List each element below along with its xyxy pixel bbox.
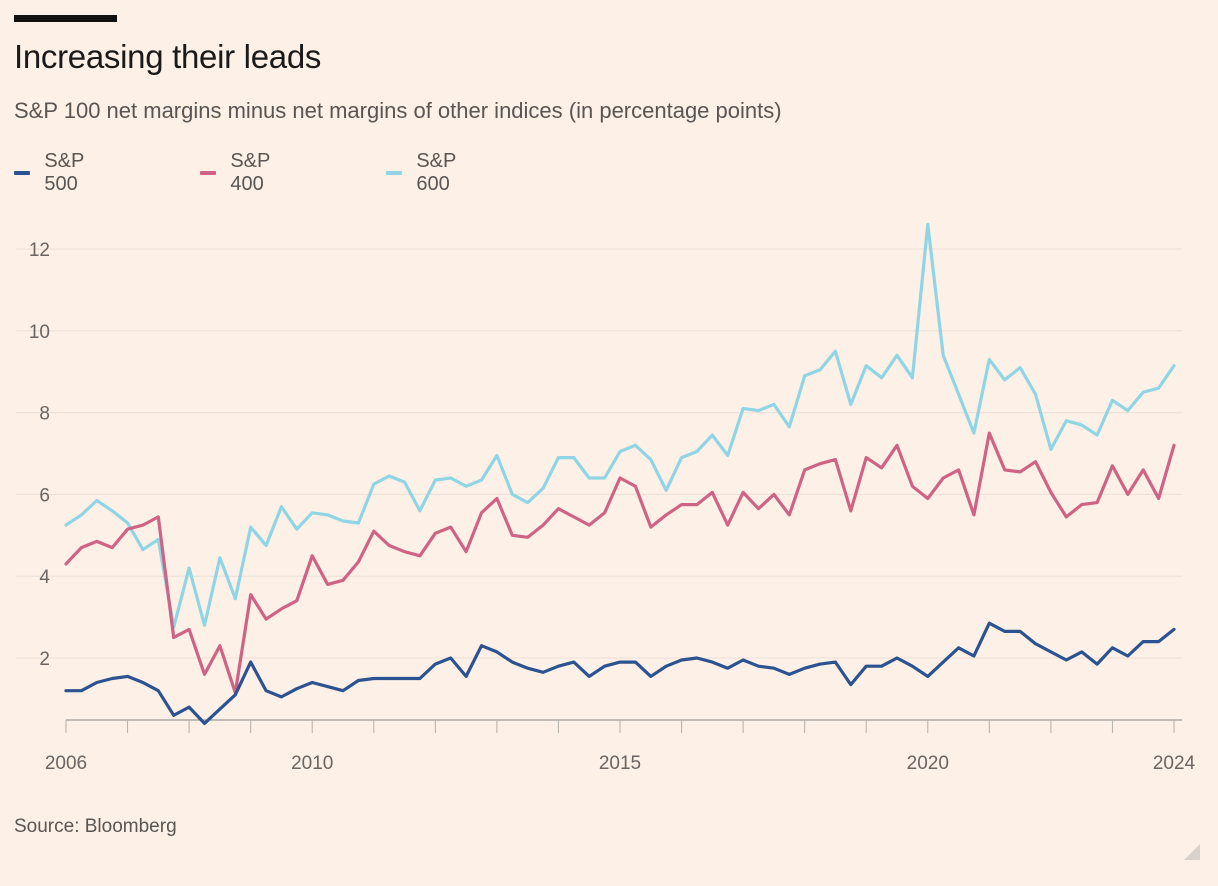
x-tick-label-2006: 2006 <box>45 753 87 774</box>
x-tick-label-2024: 2024 <box>1153 753 1196 774</box>
series-line-s-p-500 <box>64 621 1176 726</box>
y-tick-label-8: 8 <box>39 404 50 425</box>
x-tick-label-2020: 2020 <box>907 753 949 774</box>
legend-label-sp600: S&P 600 <box>416 150 456 195</box>
source-note: Source: Bloomberg <box>14 816 177 837</box>
legend-swatch-sp500 <box>14 171 31 175</box>
legend-label-sp400: S&P 400 <box>230 150 270 195</box>
series-line-s-p-600 <box>64 222 1176 629</box>
chart-subtitle: S&P 100 net margins minus net margins of… <box>14 98 782 123</box>
chart-title: Increasing their leads <box>14 38 322 75</box>
legend-swatch-sp400 <box>200 171 217 175</box>
y-tick-label-2: 2 <box>39 649 50 670</box>
legend-label-sp500: S&P 500 <box>44 150 84 195</box>
legend-swatch-sp600 <box>386 171 403 175</box>
y-tick-label-4: 4 <box>39 567 50 588</box>
series-line-s-p-400 <box>64 431 1176 695</box>
y-tick-label-6: 6 <box>39 485 50 506</box>
x-tick-label-2015: 2015 <box>599 753 641 774</box>
x-tick-label-2010: 2010 <box>291 753 333 774</box>
legend-item-sp600: S&P 600 <box>386 150 466 196</box>
brand-bar <box>14 15 117 22</box>
legend-item-sp500: S&P 500 <box>14 150 94 196</box>
resize-handle <box>1184 844 1200 860</box>
y-tick-label-12: 12 <box>29 240 50 261</box>
y-tick-label-10: 10 <box>29 322 50 343</box>
legend-item-sp400: S&P 400 <box>200 150 280 196</box>
